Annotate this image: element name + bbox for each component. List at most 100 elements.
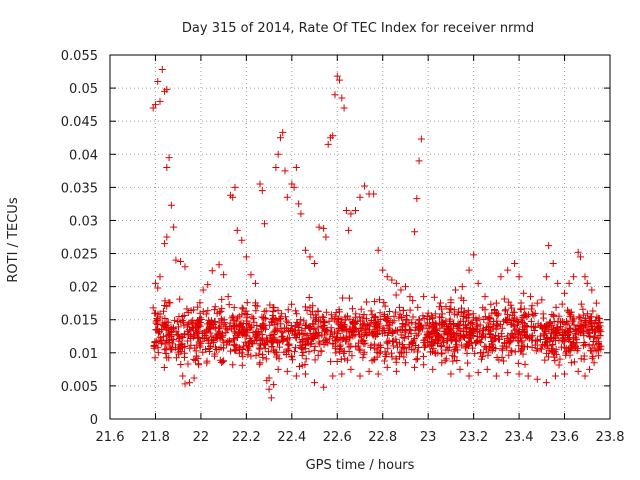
data-point	[301, 341, 309, 349]
data-point	[241, 338, 249, 346]
data-point	[546, 319, 554, 327]
data-point	[197, 339, 205, 347]
data-point	[416, 324, 424, 332]
data-point	[570, 321, 578, 329]
data-point	[151, 339, 159, 347]
data-point	[283, 193, 291, 201]
data-point	[388, 330, 396, 338]
data-point	[184, 321, 192, 329]
data-point	[291, 348, 299, 356]
data-point	[239, 353, 247, 361]
data-point	[156, 97, 164, 105]
data-point	[447, 305, 455, 313]
x-tick-label: 22	[193, 430, 210, 445]
data-point	[379, 266, 387, 274]
data-point	[203, 359, 211, 367]
data-point	[399, 306, 407, 314]
data-point	[340, 104, 348, 112]
data-point	[391, 308, 399, 316]
data-point	[305, 294, 313, 302]
data-point	[307, 339, 315, 347]
axis-ticks	[109, 54, 611, 420]
data-point	[370, 190, 378, 198]
data-point	[558, 300, 566, 308]
data-point	[355, 345, 363, 353]
data-point	[276, 134, 284, 142]
data-point	[498, 324, 506, 332]
data-point	[225, 301, 233, 309]
data-point	[369, 331, 377, 339]
data-point	[431, 339, 439, 347]
data-point	[470, 251, 478, 259]
data-point	[517, 347, 525, 355]
data-point	[199, 286, 207, 294]
data-point	[544, 353, 552, 361]
data-point	[329, 332, 337, 340]
data-point	[216, 308, 224, 316]
y-axis-label: ROTI / TECUs	[6, 197, 21, 282]
data-point	[594, 334, 602, 342]
data-point	[413, 355, 421, 363]
data-point	[463, 349, 471, 357]
data-point	[349, 320, 357, 328]
data-point	[311, 379, 319, 387]
data-point	[419, 312, 427, 320]
data-point	[329, 372, 337, 380]
data-point	[374, 370, 382, 378]
data-point	[440, 338, 448, 346]
data-point	[469, 314, 477, 322]
data-point	[216, 329, 224, 337]
data-point	[500, 357, 508, 365]
data-point	[316, 340, 324, 348]
data-point	[511, 326, 519, 334]
data-point	[460, 308, 468, 316]
data-point	[188, 323, 196, 331]
data-point	[486, 315, 494, 323]
data-point	[270, 321, 278, 329]
data-point	[259, 351, 267, 359]
data-point	[501, 307, 509, 315]
data-point	[400, 345, 408, 353]
data-point	[318, 331, 326, 339]
data-point	[310, 334, 318, 342]
data-point	[306, 324, 314, 332]
data-point	[492, 331, 500, 339]
data-point	[400, 353, 408, 361]
data-point	[245, 339, 253, 347]
data-point	[513, 317, 521, 325]
data-point	[466, 334, 474, 342]
data-point	[412, 320, 420, 328]
data-point	[401, 283, 409, 291]
data-point	[384, 313, 392, 321]
data-point	[195, 361, 203, 369]
data-point	[320, 341, 328, 349]
data-point	[382, 316, 390, 324]
data-point	[280, 324, 288, 332]
data-point	[529, 310, 537, 318]
data-point	[395, 303, 403, 311]
data-point	[320, 224, 328, 232]
data-point	[284, 319, 292, 327]
data-point	[268, 343, 276, 351]
data-point	[170, 223, 178, 231]
data-point	[520, 343, 528, 351]
data-point	[385, 321, 393, 329]
data-point	[247, 323, 255, 331]
data-point	[527, 323, 535, 331]
data-point	[243, 299, 251, 307]
data-point	[500, 317, 508, 325]
data-point	[556, 355, 564, 363]
data-point	[376, 341, 384, 349]
data-point	[569, 317, 577, 325]
data-point	[456, 365, 464, 373]
data-point	[385, 308, 393, 316]
data-point	[356, 372, 364, 380]
data-point	[152, 317, 160, 325]
data-point	[193, 329, 201, 337]
data-point	[420, 343, 428, 351]
data-point	[338, 370, 346, 378]
data-point	[162, 349, 170, 357]
data-point	[383, 273, 391, 281]
data-point	[275, 338, 283, 346]
data-point	[592, 299, 600, 307]
